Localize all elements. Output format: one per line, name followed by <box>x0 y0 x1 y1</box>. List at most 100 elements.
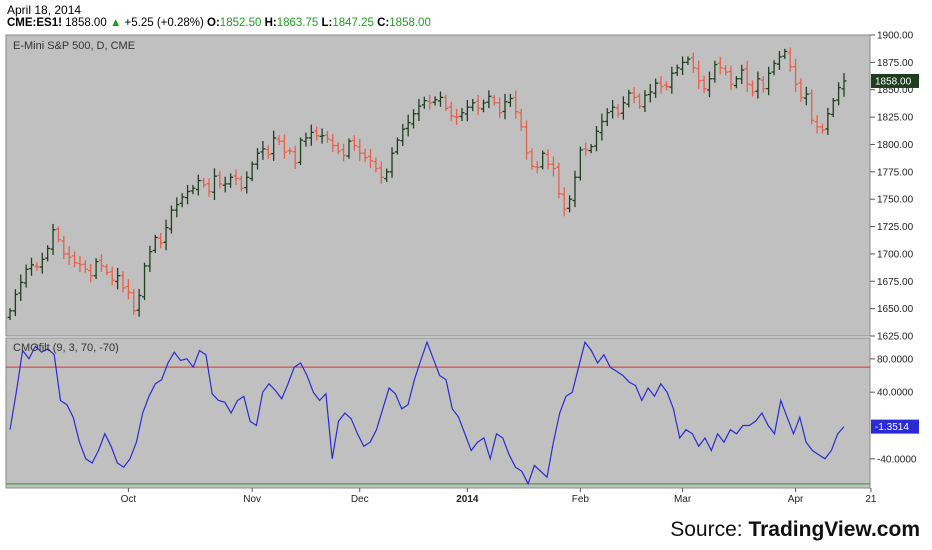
ohlc-bar <box>755 71 761 99</box>
price-axis-label: 1875.00 <box>877 58 914 69</box>
ohlc-bar <box>637 93 643 109</box>
ohlc-bar <box>190 184 196 195</box>
ohlc-bar <box>626 89 632 108</box>
last-indicator-marker <box>871 419 919 434</box>
ohlc-bar <box>782 48 788 59</box>
time-axis-label: Apr <box>788 494 804 505</box>
ohlc-bar <box>497 97 503 118</box>
ohlc-bar <box>394 137 400 155</box>
ohlc-bar <box>663 81 669 91</box>
time-axis-label: Nov <box>243 494 261 505</box>
price-axis-label: 1625.00 <box>877 332 914 343</box>
ohlc-bar <box>357 138 363 162</box>
ohlc-bar <box>18 274 24 301</box>
ohlc-bar <box>147 245 153 272</box>
ohlc-bar <box>185 184 191 205</box>
ohlc-bar <box>491 94 497 106</box>
ohlc-bar <box>739 64 745 85</box>
ohlc-bar <box>271 130 277 161</box>
ohlc-bar <box>82 260 88 274</box>
ohlc-bar <box>599 113 605 141</box>
ohlc-bar <box>109 266 115 286</box>
price-and-indicator-chart[interactable]: 1625.00 1650.00 1675.00 1700.00 1725.00 1750.… <box>0 0 932 510</box>
time-axis-label: 2014 <box>456 494 479 505</box>
ohlc-bar <box>411 109 417 129</box>
ohlc-bar <box>45 245 51 262</box>
ohlc-bar <box>604 108 610 127</box>
ohlc-bar <box>195 174 201 196</box>
ohlc-bar <box>378 161 384 184</box>
ohlc-bar <box>292 145 298 169</box>
ohlc-bar <box>249 161 255 182</box>
ohlc-bar <box>647 84 653 103</box>
ohlc-bar <box>405 114 411 137</box>
ohlc-bar <box>540 150 546 170</box>
ohlc-bar <box>744 60 750 93</box>
symbol-label[interactable]: CME:ES1! <box>7 17 62 29</box>
ohlc-bar <box>513 90 519 119</box>
ohlc-bar <box>211 168 217 201</box>
ohlc-bar <box>308 124 314 146</box>
ohlc-bar <box>152 234 158 254</box>
open-label: O: <box>207 17 220 29</box>
up-arrow-icon: ▲ <box>109 17 122 29</box>
ohlc-bar <box>459 108 465 122</box>
ohlc-bar <box>66 246 72 266</box>
ohlc-bar <box>507 93 513 108</box>
price-axis-label: 1725.00 <box>877 222 914 233</box>
time-axis-label: Mar <box>674 494 692 505</box>
ohlc-bar <box>303 132 309 147</box>
indicator-axis-label: 40.0000 <box>877 388 914 399</box>
ohlc-bar <box>701 75 707 94</box>
ohlc-bar <box>809 89 815 125</box>
ohlc-bar <box>233 169 239 185</box>
ohlc-bar <box>98 254 104 272</box>
ohlc-bar <box>416 98 422 122</box>
ohlc-bar <box>836 82 842 106</box>
ohlc-bar <box>319 128 325 144</box>
ohlc-bar <box>314 126 320 141</box>
ohlc-bar <box>771 60 777 76</box>
low-label: L: <box>321 17 333 29</box>
quote-line: CME:ES1! 1858.00 ▲ +5.25 (+0.28%) O:1852… <box>7 17 431 29</box>
price-axis-label: 1825.00 <box>877 113 914 124</box>
last-indicator-marker-label: -1.3514 <box>875 422 909 433</box>
ohlc-bar <box>793 58 799 93</box>
ohlc-bar <box>448 101 454 122</box>
low-value: 1847.25 <box>332 17 374 29</box>
time-axis-label: 21 <box>865 494 877 505</box>
ohlc-bar <box>550 156 556 177</box>
ohlc-bar <box>373 157 379 173</box>
price-panel <box>5 34 871 337</box>
ohlc-bar <box>222 176 228 193</box>
ohlc-bar <box>238 175 244 192</box>
ohlc-bar <box>206 178 212 197</box>
ohlc-bar <box>136 288 142 317</box>
ohlc-bar <box>766 66 772 96</box>
ohlc-bar <box>524 120 530 160</box>
ohlc-bar <box>733 76 739 89</box>
ohlc-bar <box>368 149 374 169</box>
ohlc-bar <box>341 143 347 162</box>
ohlc-bar <box>34 262 40 271</box>
ohlc-bar <box>529 148 535 170</box>
ohlc-bar <box>593 126 599 152</box>
ohlc-bar <box>330 133 336 153</box>
ohlc-bar <box>728 65 734 91</box>
time-axis-label: Oct <box>121 494 137 505</box>
ohlc-bar <box>324 131 330 143</box>
indicator-panel <box>5 337 871 489</box>
ohlc-bar <box>443 94 449 111</box>
price-axis-label: 1675.00 <box>877 277 914 288</box>
ohlc-bar <box>577 146 583 181</box>
price-axis-label: 1850.00 <box>877 85 914 96</box>
last-price-marker <box>871 73 919 88</box>
ohlc-bar <box>50 223 56 256</box>
ohlc-bar <box>674 64 680 76</box>
ohlc-bar <box>830 98 836 118</box>
ohlc-bar <box>545 149 551 170</box>
ohlc-bar <box>163 219 169 251</box>
ohlc-bar <box>265 144 271 159</box>
ohlc-bar <box>104 263 110 276</box>
ohlc-bar <box>421 96 427 109</box>
